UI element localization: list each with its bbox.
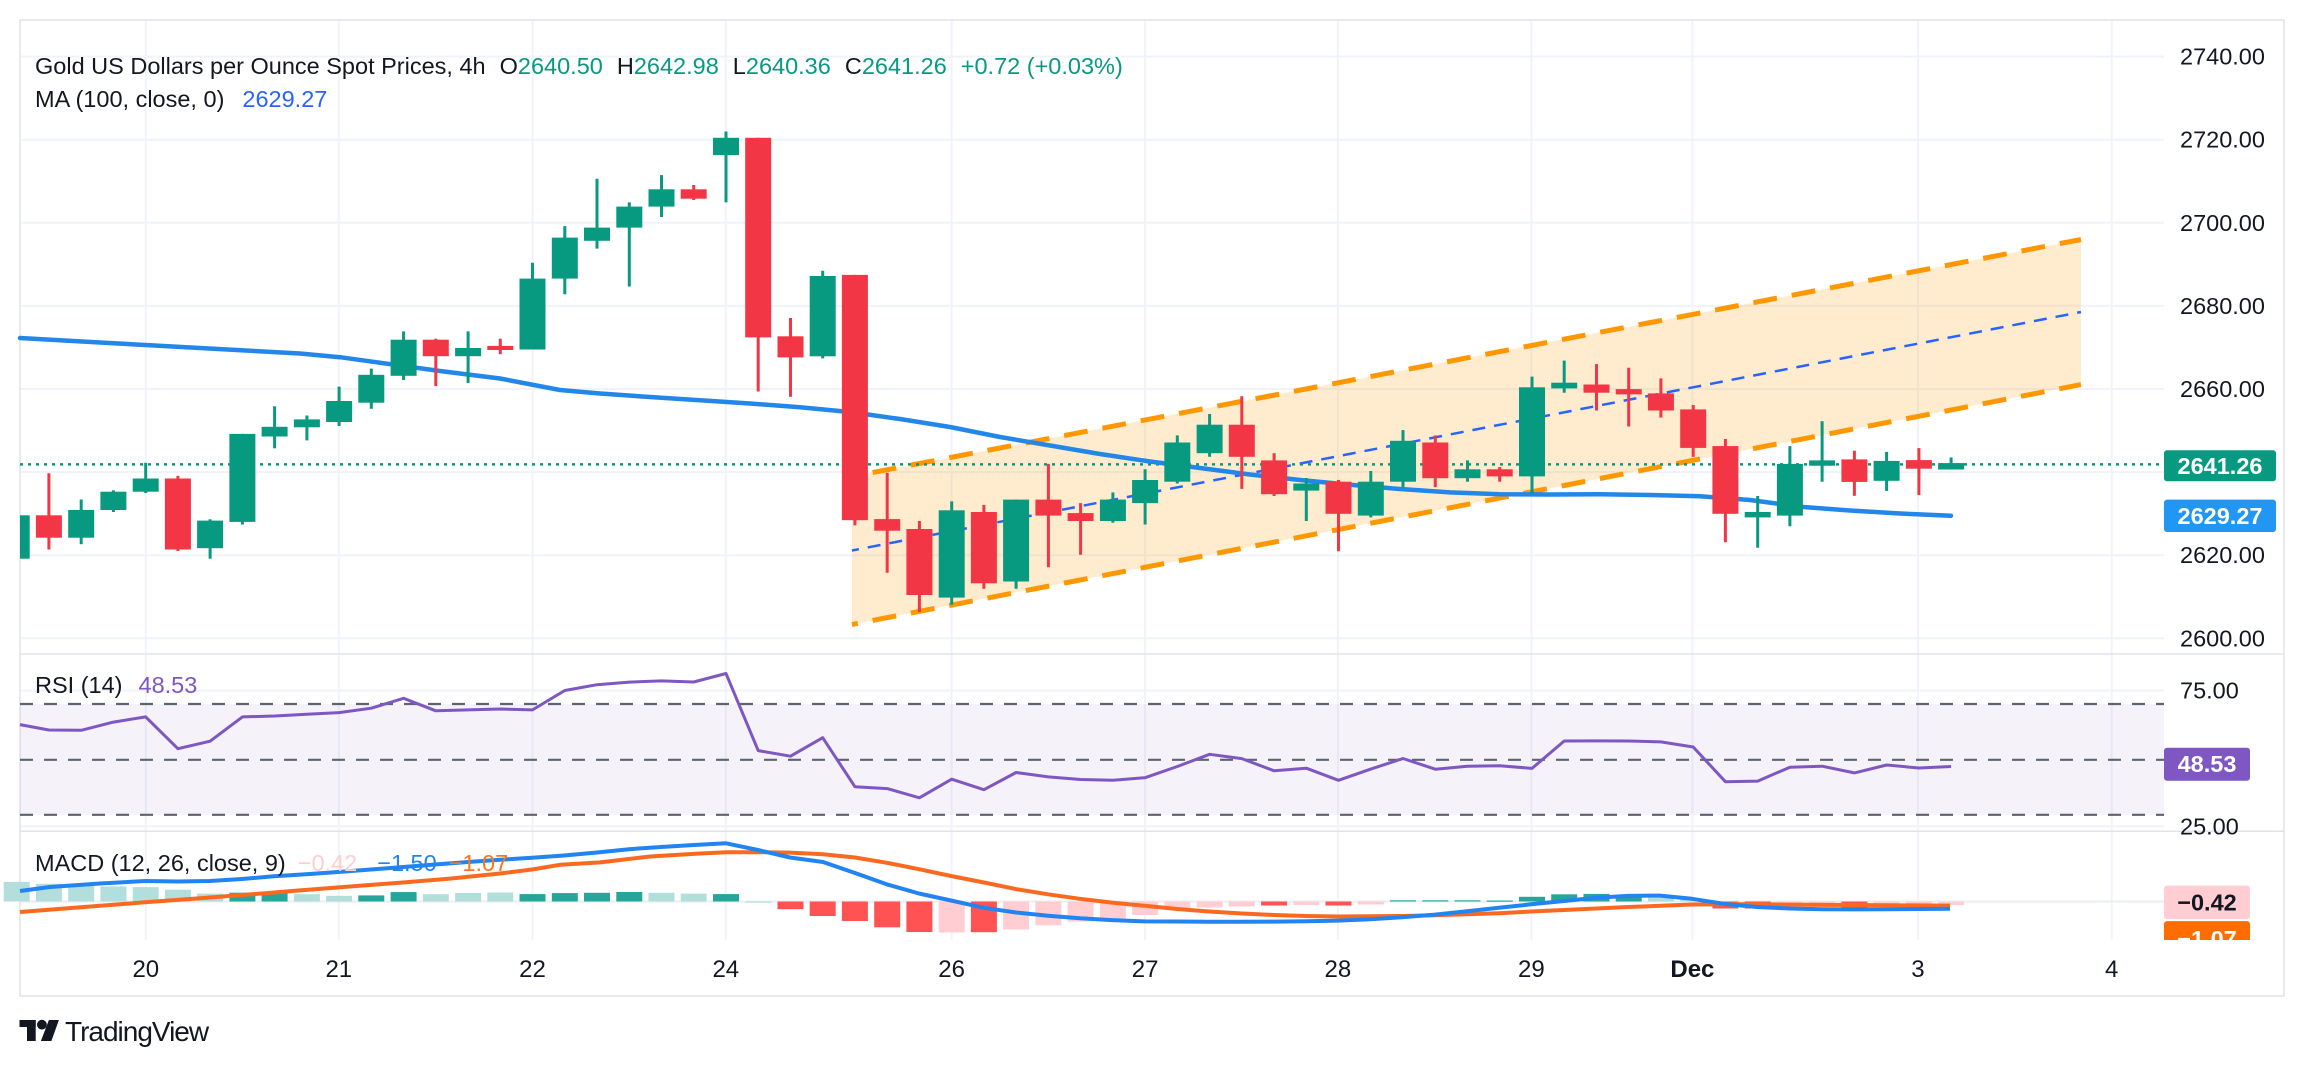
svg-text:2620.00: 2620.00 (2180, 542, 2265, 568)
svg-text:27: 27 (1132, 956, 1159, 983)
svg-text:MACD (12, 26, close, 9)−0.42−1: MACD (12, 26, close, 9) −0.42 −1.50 −1.07 (35, 850, 508, 876)
svg-text:20: 20 (132, 956, 159, 983)
svg-text:Gold US Dollars per Ounce Spot: Gold US Dollars per Ounce Spot Prices, 4… (35, 53, 1123, 79)
svg-text:2720.00: 2720.00 (2180, 127, 2265, 153)
svg-text:48.53: 48.53 (2178, 751, 2237, 777)
svg-text:Dec: Dec (1670, 956, 1714, 983)
svg-text:2660.00: 2660.00 (2180, 376, 2265, 402)
svg-text:−1.07: −1.07 (2177, 926, 2236, 952)
svg-text:75.00: 75.00 (2180, 678, 2239, 704)
svg-text:24: 24 (712, 956, 739, 983)
svg-text:−0.42: −0.42 (2177, 889, 2236, 915)
svg-text:RSI (14)48.53: RSI (14) 48.53 (35, 672, 197, 698)
svg-text:2680.00: 2680.00 (2180, 293, 2265, 319)
svg-text:28: 28 (1325, 956, 1352, 983)
svg-text:TradingView: TradingView (65, 1016, 210, 1047)
svg-text:29: 29 (1518, 956, 1545, 983)
svg-text:25.00: 25.00 (2180, 813, 2239, 839)
svg-text:2600.00: 2600.00 (2180, 625, 2265, 651)
svg-text:21: 21 (325, 956, 352, 983)
svg-text:MA (100, close, 0)2629.27: MA (100, close, 0) 2629.27 (35, 86, 327, 112)
svg-text:26: 26 (938, 956, 965, 983)
svg-text:22: 22 (519, 956, 546, 983)
svg-text:2700.00: 2700.00 (2180, 210, 2265, 236)
svg-text:2641.26: 2641.26 (2178, 453, 2263, 479)
svg-text:2740.00: 2740.00 (2180, 44, 2265, 70)
svg-text:3: 3 (1911, 956, 1924, 983)
svg-text:2629.27: 2629.27 (2178, 503, 2263, 529)
svg-text:4: 4 (2105, 956, 2118, 983)
